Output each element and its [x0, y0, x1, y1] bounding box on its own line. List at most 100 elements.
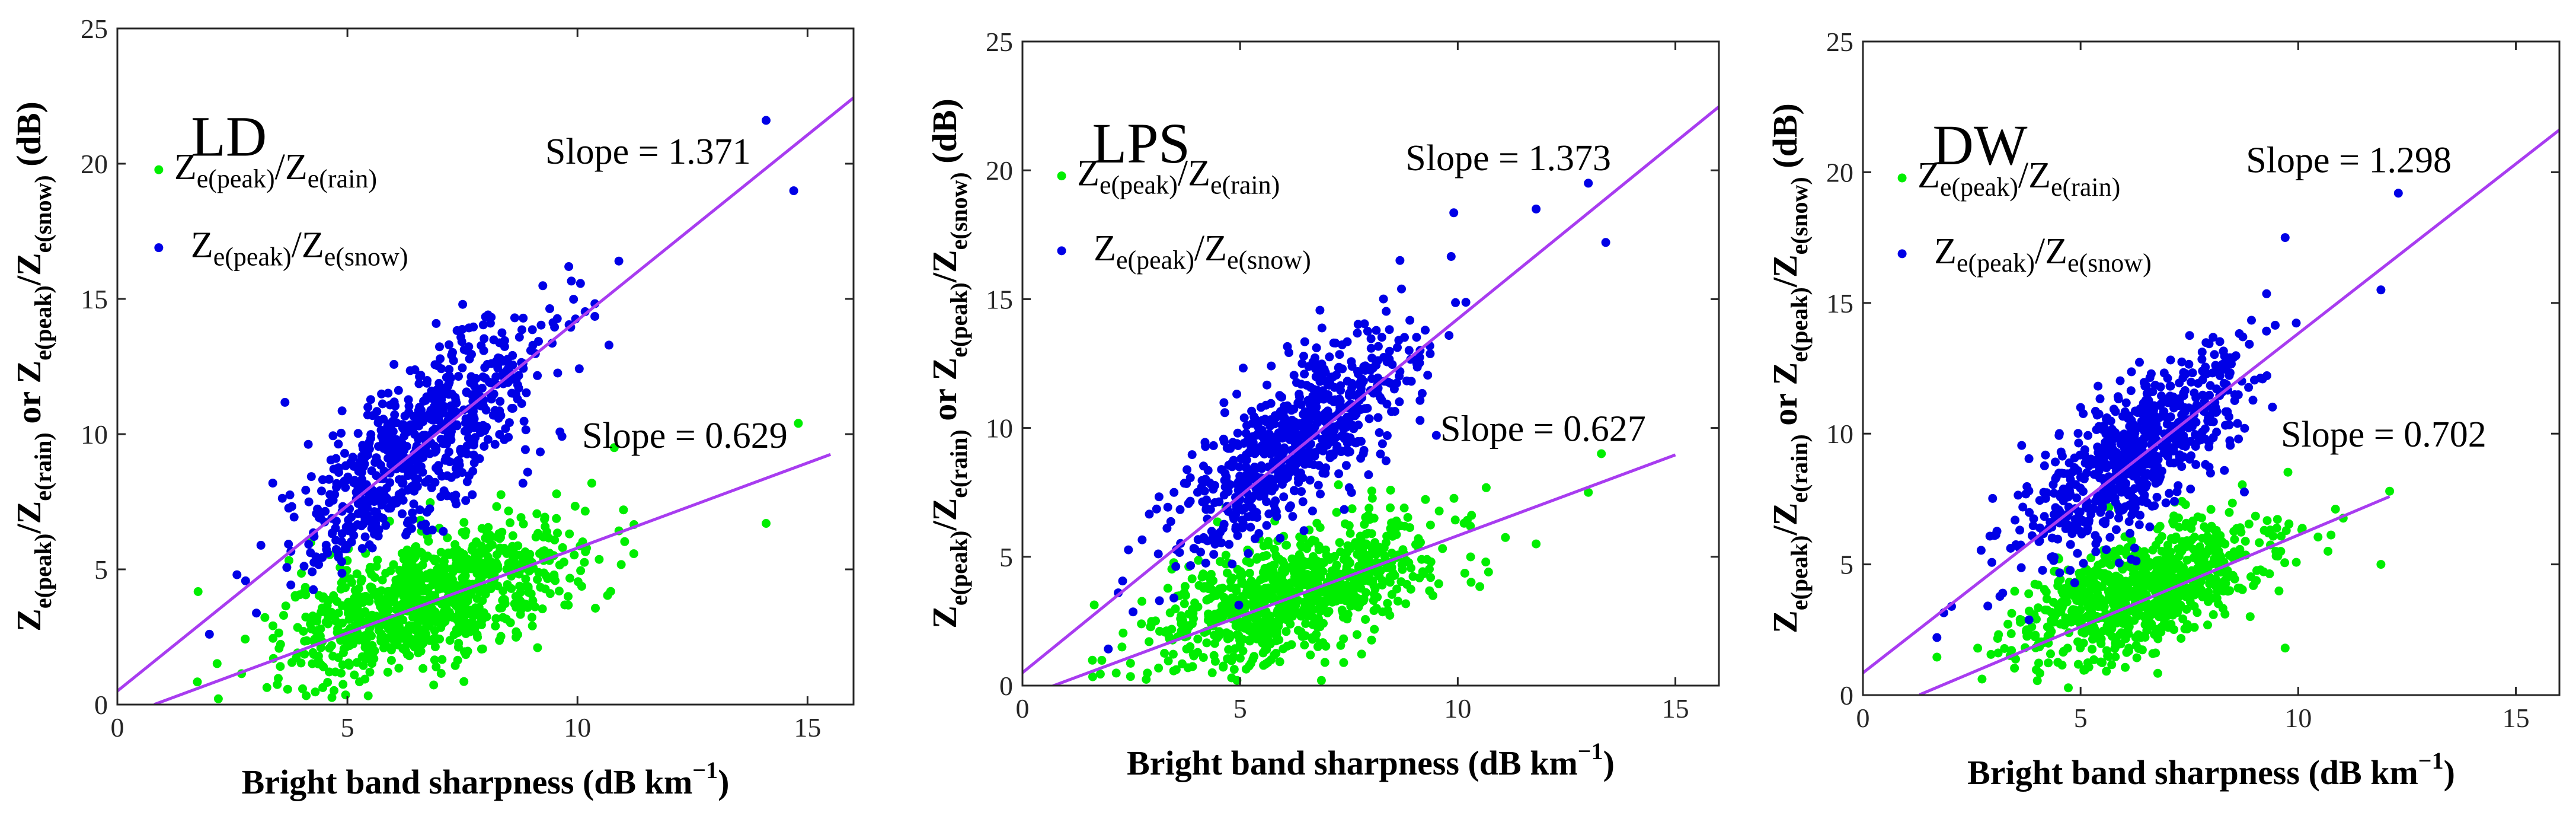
data-point: [1260, 646, 1270, 655]
data-point: [538, 281, 548, 291]
data-point: [2174, 513, 2183, 522]
data-point: [1461, 298, 1471, 307]
data-point: [298, 684, 307, 693]
data-point: [2219, 347, 2228, 356]
data-point: [2102, 545, 2111, 555]
data-point: [399, 432, 409, 441]
data-point: [1402, 556, 1411, 565]
data-point: [293, 623, 302, 632]
data-point: [1983, 601, 1993, 611]
data-point: [2158, 442, 2167, 451]
data-point: [1426, 573, 1436, 582]
data-point: [2088, 627, 2097, 637]
data-point: [1247, 444, 1256, 453]
data-point: [477, 574, 486, 582]
fit-line-rain: [154, 453, 832, 705]
data-point: [324, 474, 334, 484]
slope-label-rain: Slope = 0.627: [1440, 409, 1646, 449]
data-point: [373, 418, 383, 428]
data-point: [428, 394, 437, 403]
data-point: [1313, 480, 1323, 490]
data-point: [2160, 547, 2169, 557]
data-point: [2214, 599, 2223, 608]
data-point: [1175, 505, 1185, 514]
data-point: [1287, 554, 1297, 563]
data-point: [2157, 412, 2166, 421]
data-point: [1244, 635, 1254, 645]
data-point: [437, 395, 446, 404]
data-point: [2277, 531, 2286, 541]
data-point: [402, 545, 412, 555]
data-point: [2018, 502, 2028, 512]
data-point: [1584, 179, 1593, 188]
data-point: [1316, 489, 1325, 499]
data-point: [1332, 441, 1342, 451]
data-point: [1532, 204, 1541, 214]
data-point: [461, 527, 471, 536]
data-point: [2024, 615, 2034, 625]
data-point: [2032, 676, 2042, 686]
data-point: [2083, 431, 2093, 440]
data-point: [462, 449, 472, 458]
data-point: [1318, 446, 1328, 455]
data-point: [1129, 607, 1138, 617]
data-point: [1242, 455, 1251, 465]
data-point: [467, 557, 477, 566]
data-point: [2015, 615, 2025, 624]
data-point: [2029, 514, 2038, 524]
data-point: [448, 348, 457, 357]
data-point: [334, 608, 343, 618]
data-point: [2038, 566, 2047, 575]
data-point: [1166, 517, 1175, 526]
data-point: [1279, 448, 1288, 457]
legend-marker-snow: [1897, 249, 1907, 259]
data-point: [1263, 380, 1271, 390]
data-point: [528, 325, 537, 334]
data-point: [487, 313, 496, 322]
data-point: [577, 582, 586, 591]
data-point: [452, 457, 461, 467]
data-point: [2064, 683, 2073, 693]
data-point: [1343, 610, 1353, 619]
data-point: [2203, 593, 2212, 603]
data-point: [375, 623, 384, 632]
data-point: [1126, 658, 1135, 668]
data-point: [475, 587, 484, 597]
data-point: [616, 560, 626, 569]
data-point: [2113, 502, 2123, 511]
data-point: [620, 537, 629, 546]
data-point: [1393, 343, 1402, 352]
data-point: [1262, 551, 1271, 560]
data-point: [1095, 670, 1105, 679]
data-point: [2083, 611, 2093, 620]
data-point: [1392, 516, 1401, 525]
data-point: [2022, 626, 2031, 635]
data-point: [2271, 320, 2280, 330]
data-point: [580, 557, 589, 567]
data-point: [1234, 631, 1244, 641]
data-point: [1370, 538, 1380, 547]
x-tick-label: 5: [2074, 703, 2088, 733]
data-point: [2268, 531, 2278, 541]
data-point: [2107, 425, 2117, 434]
data-point: [1394, 336, 1404, 345]
data-point: [385, 623, 395, 632]
data-point: [564, 262, 574, 271]
data-point: [383, 433, 393, 442]
data-point: [2086, 553, 2096, 563]
axes-box: [1021, 40, 1720, 687]
data-point: [363, 691, 373, 700]
data-point: [1449, 208, 1459, 218]
data-point: [1225, 540, 1234, 549]
data-point: [1290, 572, 1299, 582]
data-point: [1334, 363, 1343, 372]
data-point: [2177, 496, 2187, 506]
data-point: [1254, 425, 1264, 435]
data-point: [1402, 376, 1411, 385]
y-tick-label: 10: [1826, 419, 1853, 449]
data-point: [313, 504, 322, 514]
data-point: [1219, 520, 1229, 529]
data-point: [2189, 590, 2198, 599]
data-point: [341, 583, 350, 592]
data-point: [1181, 591, 1190, 600]
